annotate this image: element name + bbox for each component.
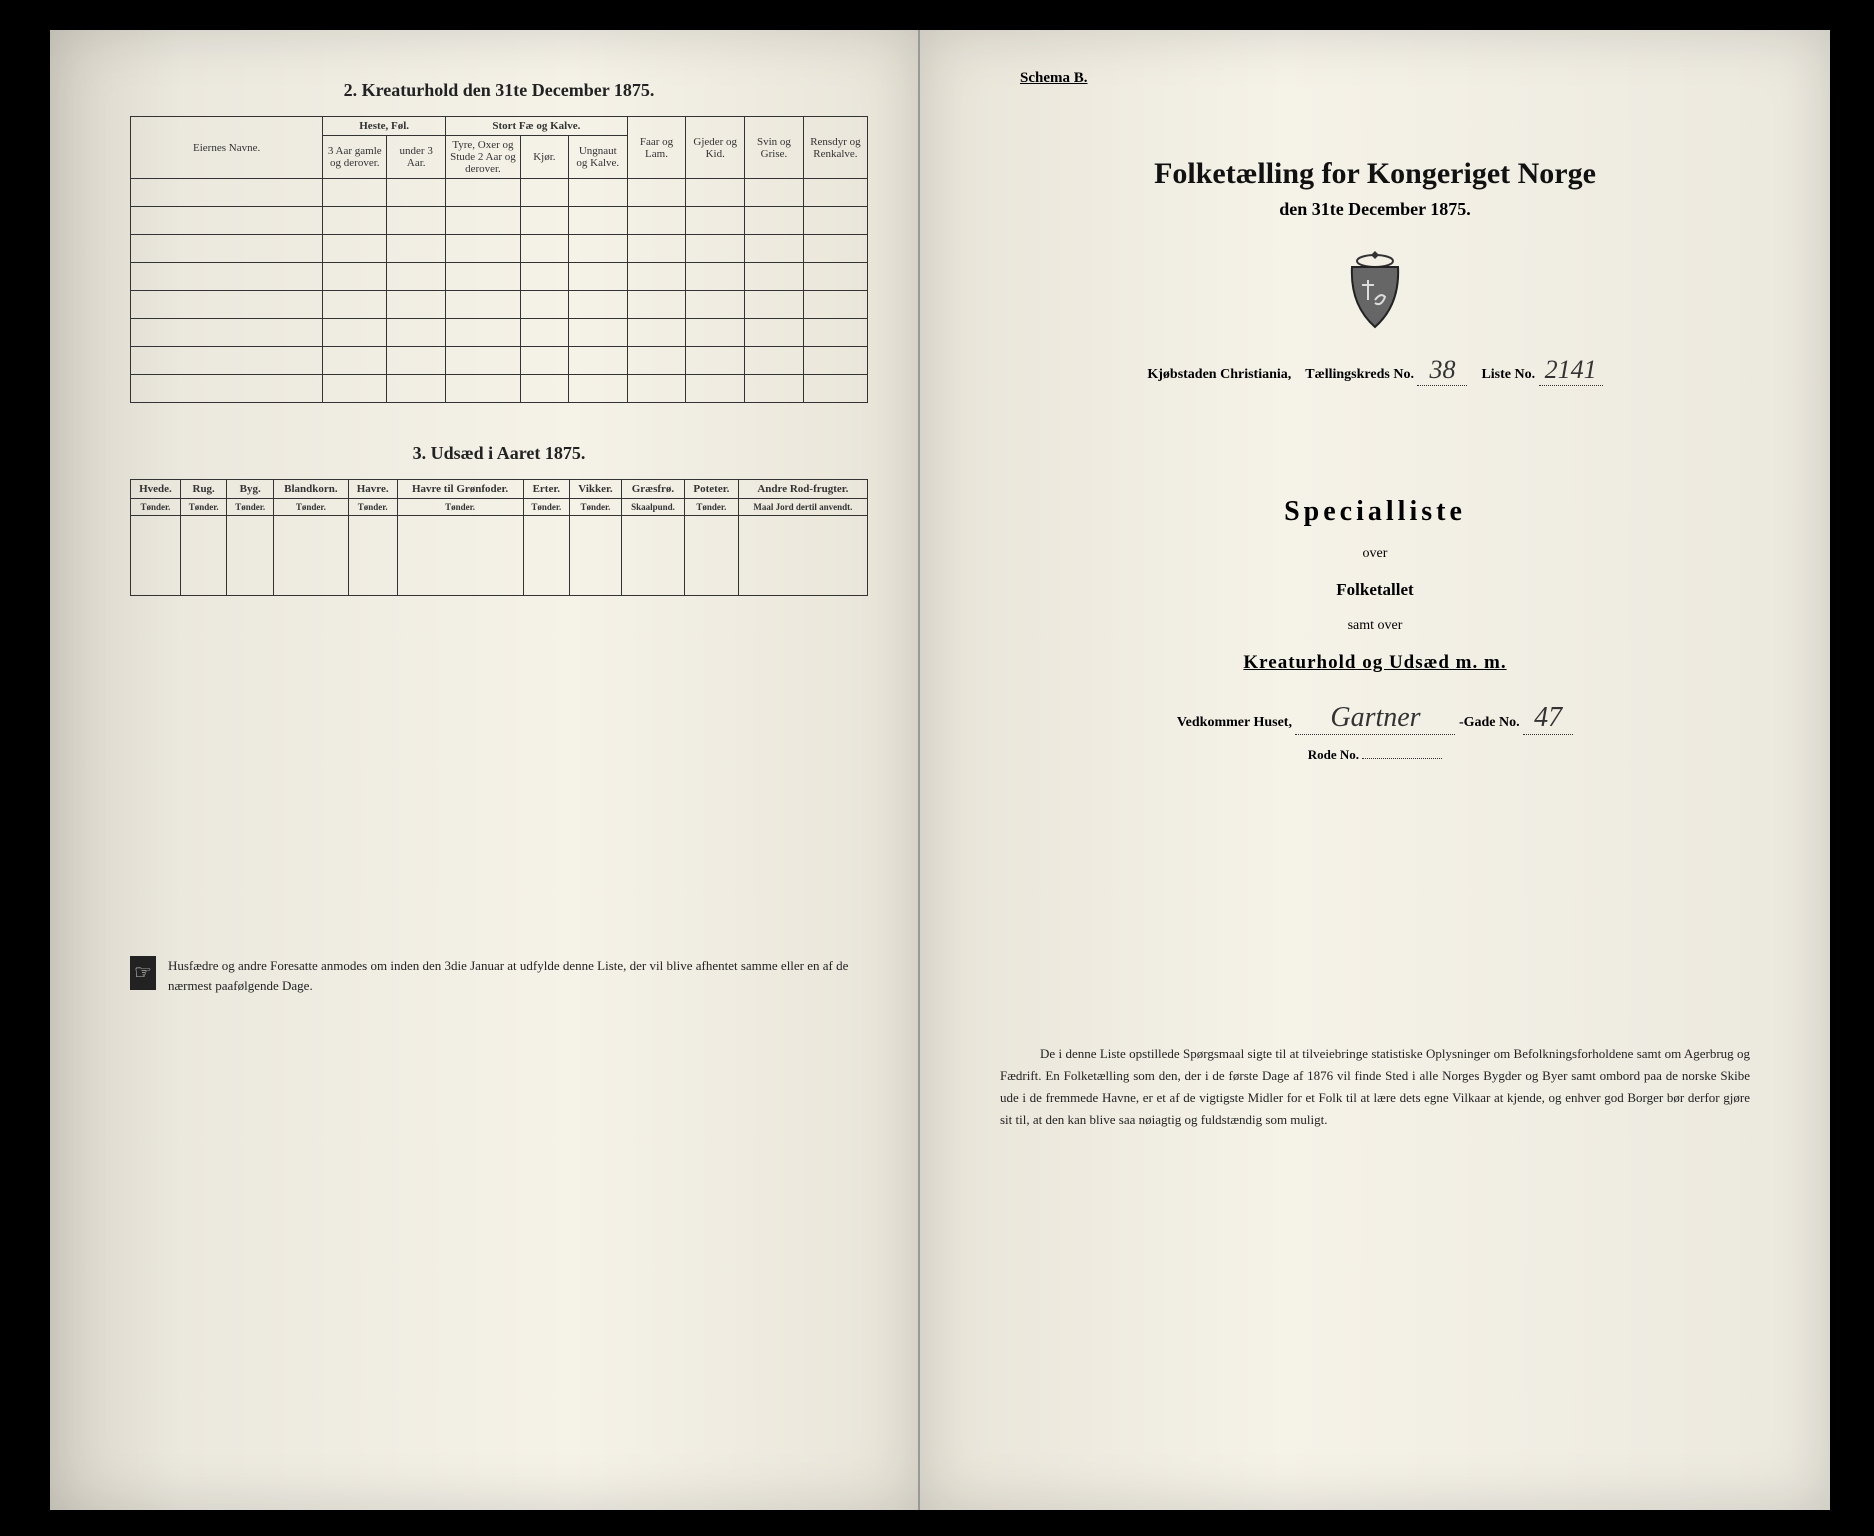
table-row <box>131 263 868 291</box>
seed-unit-0: Tønder. <box>131 499 181 516</box>
seed-col-4: Havre. <box>348 480 397 499</box>
census-date: den 31te December 1875. <box>980 199 1770 220</box>
seed-col-6: Erter. <box>523 480 570 499</box>
footnote-text: Husfædre og andre Foresatte anmodes om i… <box>168 956 868 995</box>
seed-col-9: Poteter. <box>685 480 739 499</box>
section2-title: 2. Kreaturhold den 31te December 1875. <box>130 80 868 101</box>
owner-header: Eiernes Navne. <box>131 117 323 179</box>
huset-line: Vedkommer Huset, Gartner -Gade No. 47 <box>980 702 1770 735</box>
main-title: Folketælling for Kongeriget Norge <box>980 157 1770 191</box>
samt-label: samt over <box>980 618 1770 634</box>
coat-of-arms-icon <box>1340 245 1410 335</box>
bottom-paragraph: De i denne Liste opstillede Spørgsmaal s… <box>980 1043 1770 1131</box>
table-row <box>131 375 868 403</box>
folketallet-label: Folketallet <box>980 580 1770 600</box>
seed-unit-2: Tønder. <box>227 499 274 516</box>
over-label: over <box>980 546 1770 562</box>
pointing-hand-icon: ☞ <box>130 956 156 990</box>
heste-col-1: under 3 Aar. <box>387 136 446 179</box>
footnote: ☞ Husfædre og andre Foresatte anmodes om… <box>130 956 868 995</box>
seed-unit-9: Tønder. <box>685 499 739 516</box>
schema-label: Schema B. <box>1020 70 1770 87</box>
svin-col: Svin og Grise. <box>745 117 804 179</box>
kreatur-label: Kreaturhold og Udsæd m. m. <box>980 652 1770 674</box>
rode-line: Rode No. <box>980 747 1770 763</box>
storfe-col-0: Tyre, Oxer og Stude 2 Aar og derover. <box>446 136 521 179</box>
table-row <box>131 516 868 596</box>
gade-label: -Gade No. <box>1459 715 1520 730</box>
right-page: Schema B. Folketælling for Kongeriget No… <box>920 30 1830 1510</box>
storfe-col-2: Ungnaut og Kalve. <box>568 136 627 179</box>
storfe-group: Stort Fæ og Kalve. <box>446 117 628 136</box>
city-label: Kjøbstaden Christiania, <box>1147 367 1291 382</box>
liste-label: Liste No. <box>1481 367 1535 382</box>
seed-unit-7: Tønder. <box>570 499 622 516</box>
seed-table: Hvede. Rug. Byg. Blandkorn. Havre. Havre… <box>130 479 868 596</box>
seed-unit-3: Tønder. <box>274 499 349 516</box>
seed-unit-8: Skaalpund. <box>621 499 684 516</box>
table-row <box>131 235 868 263</box>
huset-label: Vedkommer Huset, <box>1177 715 1292 730</box>
storfe-col-1: Kjør. <box>520 136 568 179</box>
seed-col-7: Vikker. <box>570 480 622 499</box>
huset-name: Gartner <box>1324 702 1426 733</box>
seed-col-3: Blandkorn. <box>274 480 349 499</box>
specialliste-heading: Specialliste <box>980 496 1770 528</box>
seed-col-0: Hvede. <box>131 480 181 499</box>
table-row <box>131 347 868 375</box>
table-row <box>131 319 868 347</box>
census-book: 2. Kreaturhold den 31te December 1875. E… <box>50 30 1830 1510</box>
seed-col-2: Byg. <box>227 480 274 499</box>
kreds-no: 38 <box>1423 355 1461 384</box>
gade-no: 47 <box>1528 702 1568 733</box>
left-page: 2. Kreaturhold den 31te December 1875. E… <box>50 30 920 1510</box>
seed-col-10: Andre Rod-frugter. <box>738 480 867 499</box>
rode-label: Rode No. <box>1308 747 1359 762</box>
heste-col-0: 3 Aar gamle og derover. <box>323 136 387 179</box>
seed-unit-10: Maal Jord dertil anvendt. <box>738 499 867 516</box>
seed-col-1: Rug. <box>180 480 227 499</box>
table-row <box>131 179 868 207</box>
kreds-label: Tællingskreds No. <box>1305 367 1414 382</box>
seed-col-8: Græsfrø. <box>621 480 684 499</box>
liste-no: 2141 <box>1539 355 1603 384</box>
rensdyr-col: Rensdyr og Renkalve. <box>803 117 867 179</box>
seed-unit-1: Tønder. <box>180 499 227 516</box>
seed-col-5: Havre til Grønfoder. <box>397 480 523 499</box>
meta-line: Kjøbstaden Christiania, Tællingskreds No… <box>980 355 1770 386</box>
table-row <box>131 207 868 235</box>
faar-col: Faar og Lam. <box>627 117 686 179</box>
seed-unit-4: Tønder. <box>348 499 397 516</box>
livestock-table: Eiernes Navne. Heste, Føl. Stort Fæ og K… <box>130 116 868 403</box>
section3-title: 3. Udsæd i Aaret 1875. <box>130 443 868 464</box>
heste-group: Heste, Føl. <box>323 117 446 136</box>
table-row <box>131 291 868 319</box>
seed-unit-6: Tønder. <box>523 499 570 516</box>
seed-unit-5: Tønder. <box>397 499 523 516</box>
gjeder-col: Gjeder og Kid. <box>686 117 745 179</box>
